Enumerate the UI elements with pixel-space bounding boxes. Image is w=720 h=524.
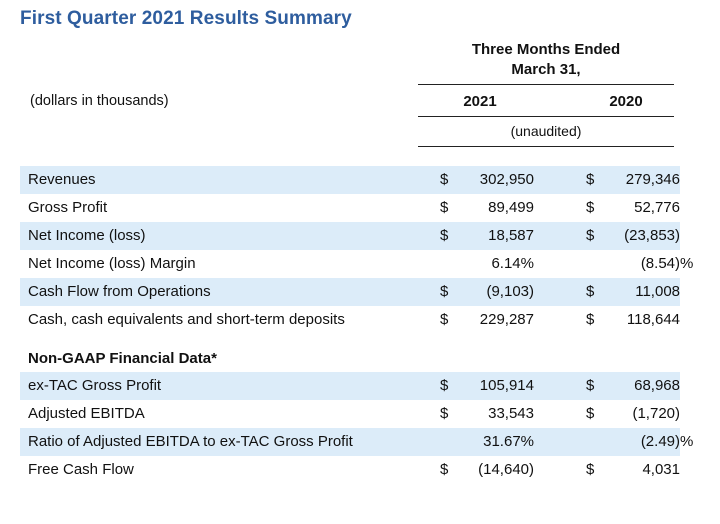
table-row: Free Cash Flow $ (14,640) $4,031 bbox=[20, 456, 680, 484]
year-rule bbox=[418, 116, 674, 117]
value-2020: $ (1,720) bbox=[586, 405, 700, 423]
value-2020: $279,346 bbox=[586, 171, 700, 189]
row-label: Free Cash Flow bbox=[28, 461, 134, 478]
cell-value: 89,499 bbox=[488, 199, 534, 216]
value-2020: (8.54)% bbox=[586, 255, 700, 273]
row-label: Revenues bbox=[28, 171, 96, 188]
cell-value: (8.54) bbox=[640, 255, 680, 272]
period-line1: Three Months Ended bbox=[471, 41, 621, 58]
row-label: Cash, cash equivalents and short-term de… bbox=[28, 311, 345, 328]
currency-symbol: $ bbox=[586, 171, 595, 188]
value-2021: $18,587 bbox=[440, 227, 554, 245]
cell-value: 11,008 bbox=[635, 283, 680, 300]
year-2020-header: 2020 bbox=[609, 93, 643, 110]
cell-value: 52,776 bbox=[634, 199, 680, 216]
value-2020: (2.49)% bbox=[586, 433, 700, 451]
value-2020: $118,644 bbox=[586, 311, 700, 329]
unaudited-label: (unaudited) bbox=[510, 123, 582, 139]
period-header: Three Months Ended March 31, bbox=[418, 40, 674, 80]
cell-value: (23,853) bbox=[624, 227, 680, 244]
row-label: Adjusted EBITDA bbox=[28, 405, 145, 422]
table-row: Cash, cash equivalents and short-term de… bbox=[20, 306, 680, 334]
currency-symbol: $ bbox=[440, 461, 449, 478]
currency-symbol: $ bbox=[586, 227, 595, 244]
cell-value: (1,720) bbox=[632, 405, 680, 422]
cell-value: 68,968 bbox=[634, 377, 680, 394]
currency-symbol: $ bbox=[440, 405, 449, 422]
cell-value: 4,031 bbox=[642, 461, 680, 478]
period-line2: March 31, bbox=[511, 61, 581, 78]
value-2020: $4,031 bbox=[586, 461, 700, 479]
currency-symbol: $ bbox=[440, 199, 449, 216]
percent-sign: % bbox=[680, 255, 694, 272]
cell-value: 33,543 bbox=[488, 405, 534, 422]
cell-value: 31.67% bbox=[483, 433, 534, 450]
percent-sign: % bbox=[680, 433, 694, 450]
table-row: Ratio of Adjusted EBITDA to ex-TAC Gross… bbox=[20, 428, 693, 456]
page-title: First Quarter 2021 Results Summary bbox=[20, 8, 352, 29]
value-2020: $ (23,853) bbox=[586, 227, 700, 245]
table-row: Gross Profit $89,499 $52,776 bbox=[20, 194, 680, 222]
value-2021: $105,914 bbox=[440, 377, 554, 395]
row-label: Ratio of Adjusted EBITDA to ex-TAC Gross… bbox=[28, 433, 353, 450]
table-row: ex-TAC Gross Profit $105,914 $68,968 bbox=[20, 372, 680, 400]
value-2021: $89,499 bbox=[440, 199, 554, 217]
period-rule bbox=[418, 84, 674, 85]
header-bottom-rule bbox=[418, 146, 674, 147]
cell-value: 6.14% bbox=[491, 255, 534, 272]
currency-symbol: $ bbox=[440, 227, 449, 244]
currency-symbol: $ bbox=[586, 405, 595, 422]
value-2021: $302,950 bbox=[440, 171, 554, 189]
currency-symbol: $ bbox=[586, 377, 595, 394]
row-label: Gross Profit bbox=[28, 199, 108, 216]
cell-value: (2.49) bbox=[640, 433, 680, 450]
value-2021: 31.67% bbox=[440, 433, 554, 451]
cell-value: 302,950 bbox=[479, 171, 534, 188]
year-2021-header: 2021 bbox=[463, 93, 497, 110]
value-2020: $11,008 bbox=[586, 283, 700, 301]
currency-symbol: $ bbox=[586, 311, 595, 328]
table-row: Net Income (loss) $18,587 $ (23,853) bbox=[20, 222, 680, 250]
currency-symbol: $ bbox=[440, 377, 449, 394]
value-2021: $229,287 bbox=[440, 311, 554, 329]
cell-value: 279,346 bbox=[625, 171, 680, 188]
cell-value: 18,587 bbox=[488, 227, 534, 244]
row-label: Net Income (loss) Margin bbox=[28, 255, 196, 272]
value-2021: $33,543 bbox=[440, 405, 554, 423]
value-2020: $68,968 bbox=[586, 377, 700, 395]
cell-value: 105,914 bbox=[479, 377, 534, 394]
cell-value: (14,640) bbox=[478, 461, 534, 478]
value-2021: $ (14,640) bbox=[440, 461, 554, 479]
non-gaap-section-title: Non-GAAP Financial Data* bbox=[28, 350, 217, 367]
value-2021: $ (9,103) bbox=[440, 283, 554, 301]
currency-symbol: $ bbox=[440, 171, 449, 188]
table-row: Cash Flow from Operations $ (9,103) $11,008 bbox=[20, 278, 680, 306]
currency-symbol: $ bbox=[440, 283, 449, 300]
row-label: Net Income (loss) bbox=[28, 227, 146, 244]
row-label: ex-TAC Gross Profit bbox=[28, 377, 162, 394]
cell-value: 118,644 bbox=[626, 311, 680, 328]
row-label: Cash Flow from Operations bbox=[28, 283, 211, 300]
table-row: Adjusted EBITDA $33,543 $ (1,720) bbox=[20, 400, 680, 428]
table-row: Revenues $302,950 $279,346 bbox=[20, 166, 680, 194]
currency-symbol: $ bbox=[586, 461, 595, 478]
value-2020: $52,776 bbox=[586, 199, 700, 217]
cell-value: (9,103) bbox=[486, 283, 534, 300]
value-2021: 6.14% bbox=[440, 255, 554, 273]
currency-symbol: $ bbox=[440, 311, 449, 328]
currency-symbol: $ bbox=[586, 283, 595, 300]
currency-symbol: $ bbox=[586, 199, 595, 216]
cell-value: 229,287 bbox=[479, 311, 534, 328]
table-row: Net Income (loss) Margin 6.14% (8.54)% bbox=[20, 250, 693, 278]
units-label: (dollars in thousands) bbox=[30, 93, 169, 109]
